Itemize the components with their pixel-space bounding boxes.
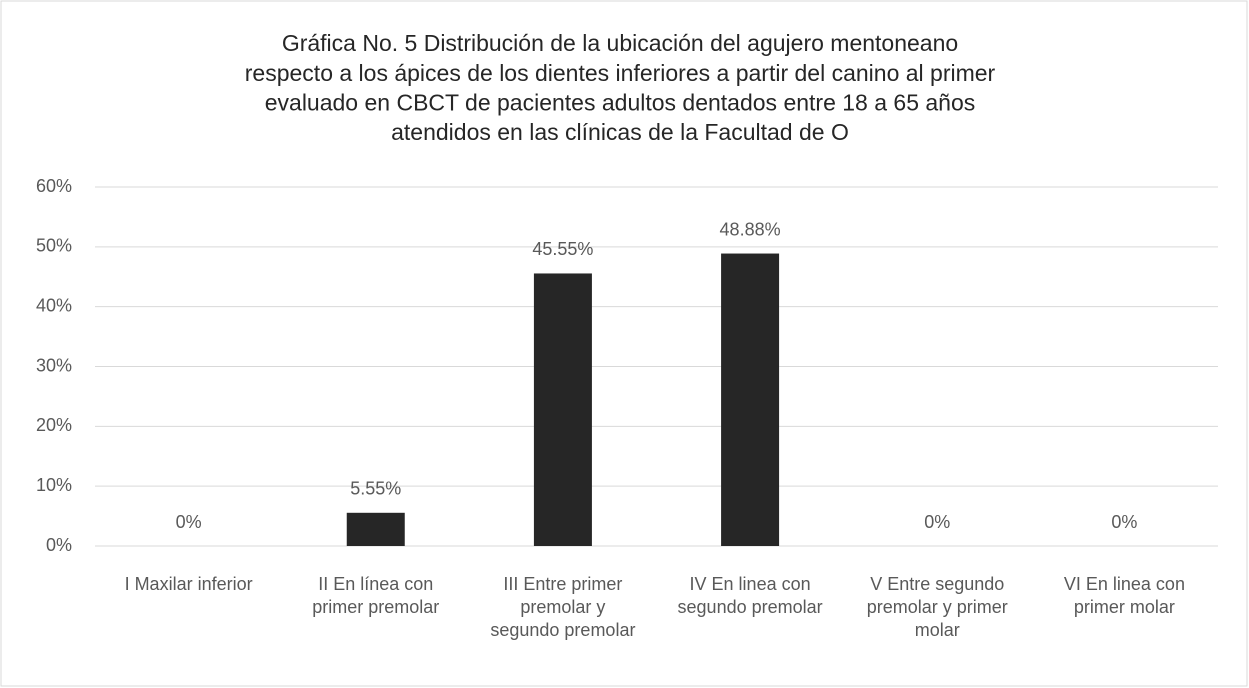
- y-tick-label: 0%: [46, 535, 72, 555]
- chart-title: evaluado en CBCT de pacientes adultos de…: [265, 89, 976, 115]
- chart-title: Gráfica No. 5 Distribución de la ubicaci…: [282, 30, 958, 56]
- bar: [721, 253, 780, 546]
- y-tick-label: 50%: [36, 236, 72, 256]
- y-tick-label: 10%: [36, 475, 72, 495]
- x-tick-label: V Entre segundo: [870, 574, 1004, 594]
- y-tick-label: 60%: [36, 176, 72, 196]
- y-tick-label: 40%: [36, 295, 72, 315]
- chart-title: respecto a los ápices de los dientes inf…: [245, 60, 996, 86]
- x-tick-label: segundo premolar: [678, 597, 823, 617]
- x-tick-label: III Entre primer: [503, 574, 622, 594]
- y-tick-label: 20%: [36, 415, 72, 435]
- x-tick-label: I Maxilar inferior: [125, 574, 253, 594]
- data-label: 0%: [924, 512, 950, 532]
- x-tick-label: II En línea con: [318, 574, 433, 594]
- y-tick-label: 30%: [36, 355, 72, 375]
- data-label: 48.88%: [720, 219, 781, 239]
- x-tick-label: primer molar: [1074, 597, 1175, 617]
- x-tick-label: molar: [915, 620, 960, 640]
- data-label: 5.55%: [350, 479, 401, 499]
- bar: [533, 273, 592, 546]
- x-tick-label: primer premolar: [312, 597, 439, 617]
- bar: [346, 512, 405, 546]
- x-tick-label: IV En linea con: [690, 574, 811, 594]
- data-label: 0%: [176, 512, 202, 532]
- x-tick-label: VI En linea con: [1064, 574, 1185, 594]
- x-tick-label: segundo premolar: [490, 620, 635, 640]
- x-tick-label: premolar y primer: [867, 597, 1008, 617]
- x-tick-label: premolar y: [520, 597, 605, 617]
- data-label: 45.55%: [532, 239, 593, 259]
- data-label: 0%: [1111, 512, 1137, 532]
- chart-title: atendidos en las clínicas de la Facultad…: [391, 119, 849, 145]
